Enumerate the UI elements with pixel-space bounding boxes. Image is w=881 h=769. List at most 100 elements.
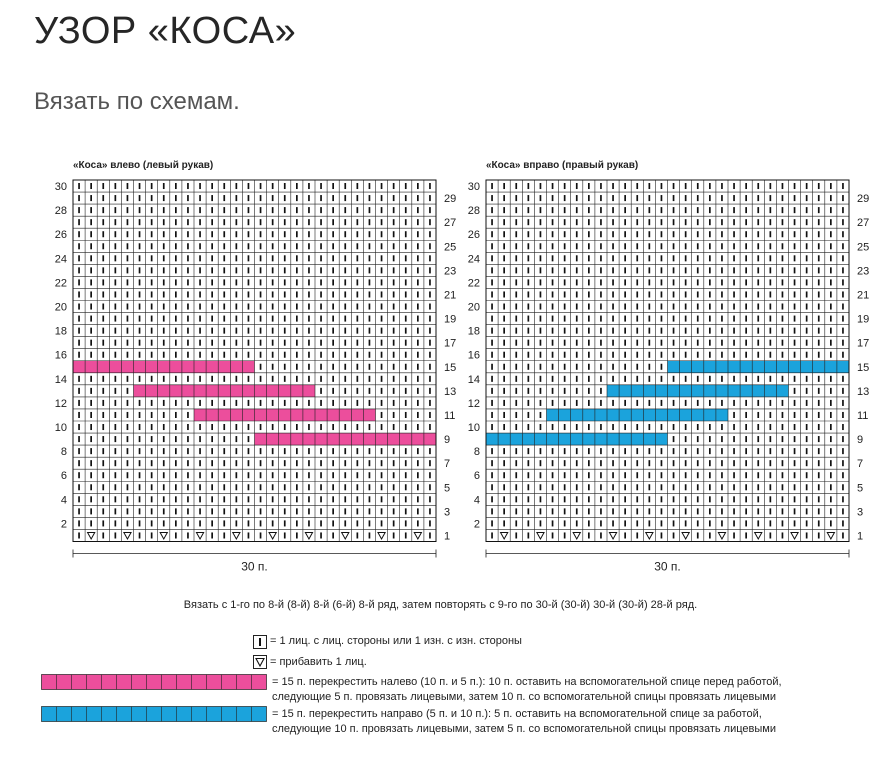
row-label-left: 16 bbox=[468, 350, 480, 362]
row-label-left: 6 bbox=[61, 470, 67, 482]
row-label-left: 18 bbox=[55, 326, 67, 338]
increase-stitch-mark bbox=[572, 531, 582, 541]
row-label-left: 22 bbox=[55, 277, 67, 289]
increase-stitch-mark bbox=[717, 531, 727, 541]
row-label-left: 2 bbox=[61, 518, 67, 530]
increase-stitch-mark bbox=[86, 531, 96, 541]
legend-increase-text: = прибавить 1 лиц. bbox=[270, 656, 367, 668]
increase-stitch-mark bbox=[790, 531, 799, 541]
increase-stitch-mark bbox=[231, 531, 241, 541]
row-label-right: 21 bbox=[444, 289, 456, 301]
legend-left-cross-line2: следующие 5 п. провязать лицевыми, затем… bbox=[272, 691, 776, 703]
row-label-right: 27 bbox=[857, 217, 869, 229]
row-label-right: 27 bbox=[444, 217, 456, 229]
increase-stitch-mark bbox=[340, 531, 350, 541]
legend-bar-fill bbox=[41, 674, 267, 690]
increase-stitch-symbol bbox=[253, 655, 267, 669]
row-label-left: 26 bbox=[55, 229, 67, 241]
increase-stitch-mark bbox=[268, 531, 278, 541]
row-label-right: 21 bbox=[857, 289, 869, 301]
knit-marks bbox=[491, 183, 844, 527]
right-cross-symbol bbox=[41, 706, 267, 722]
increase-stitch-mark bbox=[826, 531, 836, 541]
row-label-left: 8 bbox=[474, 446, 480, 458]
increase-stitch-mark bbox=[123, 531, 132, 541]
row-label-right: 11 bbox=[444, 410, 455, 422]
row-label-right: 29 bbox=[857, 193, 869, 205]
row-label-right: 15 bbox=[857, 362, 869, 374]
row-label-left: 4 bbox=[474, 494, 480, 506]
row-label-left: 18 bbox=[468, 326, 480, 338]
legend-right-cross-line1: = 15 п. перекрестить направо (5 п. и 10 … bbox=[272, 708, 762, 720]
legend-bar-fill bbox=[41, 706, 267, 722]
charts-area: «Коса» влево (левый рукав)30282624222018… bbox=[55, 160, 870, 574]
cable-bar-row-13 bbox=[607, 384, 789, 397]
row-label-right: 9 bbox=[857, 434, 863, 446]
increase-stitch-mark bbox=[753, 531, 763, 541]
row-label-right: 5 bbox=[444, 482, 450, 494]
row-label-left: 30 bbox=[468, 181, 480, 193]
row-label-left: 20 bbox=[468, 302, 480, 314]
chart-right: «Коса» вправо (правый рукав)302826242220… bbox=[468, 160, 870, 574]
row-label-left: 26 bbox=[468, 229, 480, 241]
increase-stitch-mark bbox=[644, 531, 654, 541]
increase-stitch-mark bbox=[159, 531, 169, 541]
row-label-left: 10 bbox=[468, 422, 480, 434]
width-label: 30 п. bbox=[241, 560, 268, 574]
increase-stitch-mark bbox=[377, 531, 386, 541]
legend-right-cross-line2: следующие 10 п. провязать лицевыми, зате… bbox=[272, 723, 776, 735]
row-label-right: 25 bbox=[857, 241, 869, 253]
legend-left-cross-line1: = 15 п. перекрестить налево (10 п. и 5 п… bbox=[272, 676, 782, 688]
row-label-left: 30 bbox=[55, 181, 67, 193]
row-label-left: 10 bbox=[55, 422, 67, 434]
row-label-right: 3 bbox=[857, 506, 863, 518]
page-subtitle: Вязать по схемам. bbox=[34, 88, 240, 115]
row-label-left: 16 bbox=[55, 350, 67, 362]
row-label-right: 9 bbox=[444, 434, 450, 446]
row-label-left: 2 bbox=[474, 518, 480, 530]
cable-bar-row-15 bbox=[667, 360, 849, 373]
width-label: 30 п. bbox=[654, 560, 681, 574]
legend-knit-text: = 1 лиц. с лиц. стороны или 1 изн. с изн… bbox=[270, 635, 522, 647]
cable-bar-row-15 bbox=[73, 360, 255, 373]
row-label-right: 17 bbox=[857, 338, 869, 350]
increase-stitch-mark bbox=[413, 531, 423, 541]
row-label-right: 25 bbox=[444, 241, 456, 253]
row-label-right: 13 bbox=[444, 386, 456, 398]
row-label-left: 12 bbox=[468, 398, 480, 410]
chart-caption: «Коса» вправо (правый рукав) bbox=[486, 160, 638, 171]
cable-bar-row-9 bbox=[254, 433, 436, 446]
row-label-left: 14 bbox=[468, 374, 480, 386]
row-label-left: 14 bbox=[55, 374, 67, 386]
row-label-right: 5 bbox=[857, 482, 863, 494]
row-label-left: 24 bbox=[55, 253, 67, 265]
grid-lines bbox=[485, 179, 850, 542]
left-cross-symbol bbox=[41, 674, 267, 690]
cable-bar-row-9 bbox=[486, 433, 668, 446]
row-label-right: 1 bbox=[444, 530, 450, 542]
row-label-left: 24 bbox=[468, 253, 480, 265]
chart-border bbox=[72, 179, 437, 542]
row-label-right: 3 bbox=[444, 506, 450, 518]
increase-stitch-mark bbox=[681, 531, 691, 541]
row-label-right: 17 bbox=[444, 338, 456, 350]
row-label-right: 13 bbox=[857, 386, 869, 398]
cable-bar-row-11 bbox=[194, 408, 376, 421]
chart-left: «Коса» влево (левый рукав)30282624222018… bbox=[55, 160, 457, 574]
row-label-right: 19 bbox=[857, 314, 869, 326]
chart-border bbox=[485, 179, 850, 542]
row-label-right: 7 bbox=[444, 458, 450, 470]
increase-stitch-mark bbox=[536, 531, 545, 541]
chart-caption: «Коса» влево (левый рукав) bbox=[73, 160, 213, 171]
instruction-text: Вязать с 1-го по 8-й (8-й) 8-й (6-й) 8-й… bbox=[183, 599, 698, 611]
row-label-right: 23 bbox=[444, 265, 456, 277]
page-title: УЗОР «КОСА» bbox=[34, 10, 297, 52]
increase-stitch-mark bbox=[608, 531, 618, 541]
increase-stitch-mark bbox=[499, 531, 509, 541]
increase-stitch-mark bbox=[195, 531, 205, 541]
increase-stitch-mark bbox=[304, 531, 314, 541]
row-label-left: 20 bbox=[55, 302, 67, 314]
row-label-left: 4 bbox=[61, 494, 67, 506]
row-label-left: 28 bbox=[55, 205, 67, 217]
row-label-left: 6 bbox=[474, 470, 480, 482]
